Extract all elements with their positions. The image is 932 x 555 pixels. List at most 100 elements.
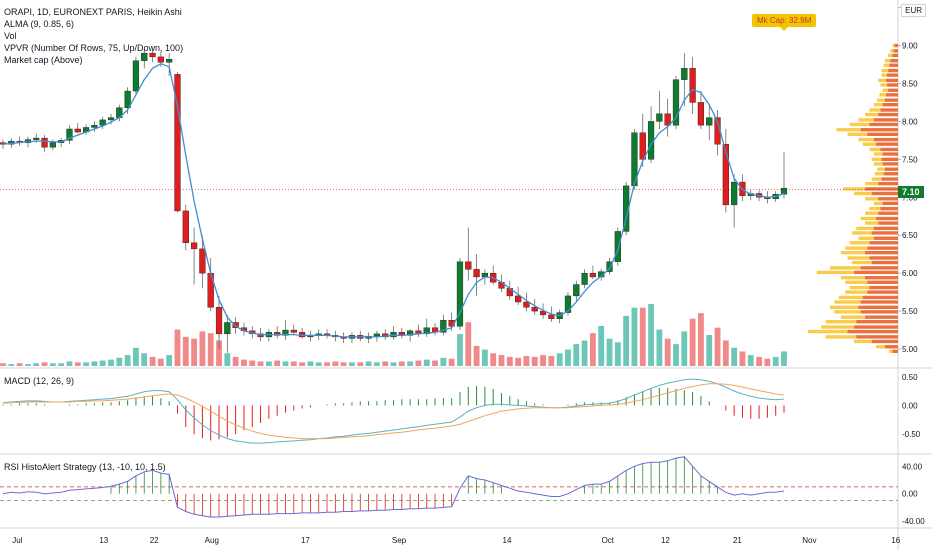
volume-bar [257, 361, 264, 366]
volume-bar [565, 349, 571, 366]
candle-body [539, 310, 547, 316]
volume-bar [581, 340, 588, 366]
vpvr-bar-up [869, 147, 881, 152]
volume-bar [141, 353, 148, 366]
candle-body [199, 248, 206, 274]
candle-body [132, 60, 140, 92]
candle-body [274, 332, 281, 336]
candle-body [606, 261, 613, 272]
legend-vol[interactable]: Vol [4, 31, 17, 41]
y-tick-label: 8.00 [902, 117, 918, 126]
vpvr-bar-down [878, 221, 898, 225]
vpvr-bar-down [887, 83, 898, 87]
vpvr-bar-up [816, 270, 855, 275]
x-tick-label: 14 [503, 536, 512, 545]
candle-body [440, 319, 447, 333]
volume-bar [706, 335, 713, 366]
candle-body [531, 307, 538, 312]
vpvr-bar-down [871, 339, 898, 344]
rsi-pane-label[interactable]: RSI HistoAlert Strategy (13, -10, 10, 1.… [4, 462, 166, 472]
volume-bar [149, 356, 156, 366]
candle-body [41, 137, 48, 148]
vpvr-bar-up [854, 191, 872, 196]
candle-body [190, 242, 198, 250]
candle-body [174, 74, 181, 212]
volume-bar [16, 363, 23, 366]
vpvr-bar-down [885, 93, 898, 97]
macd-line [2, 378, 785, 444]
vpvr-bar-up [860, 216, 877, 221]
candle-body [731, 181, 738, 206]
signal-line [2, 383, 785, 440]
vpvr-bar-down [893, 49, 898, 53]
legend-alma[interactable]: ALMA (9, 0.85, 6) [4, 19, 75, 29]
volume-bar [224, 353, 231, 366]
vpvr-bar-up [829, 266, 861, 270]
volume-bar [108, 359, 114, 366]
volume-bar [265, 361, 272, 366]
vpvr-bar-up [851, 231, 872, 235]
vpvr-bar-up [843, 187, 866, 191]
vpvr-bar-up [858, 118, 874, 122]
vpvr-bar-down [873, 236, 898, 240]
legend-market-cap[interactable]: Market cap (Above) [4, 55, 83, 65]
last-price-tag: 7.10 [898, 186, 924, 198]
vpvr-bar-down [867, 280, 898, 284]
vpvr-bar-up [851, 260, 872, 265]
candle-body [697, 102, 705, 126]
volume-bar [116, 357, 123, 366]
macd-tick-label: 0.50 [902, 373, 918, 382]
volume-bar [58, 363, 65, 366]
vpvr-bar-down [884, 345, 898, 349]
vpvr-bar-down [869, 122, 898, 127]
volume-bar [515, 357, 522, 366]
volume-bar [290, 361, 297, 366]
volume-bar [448, 358, 455, 366]
y-tick-label: 8.50 [902, 79, 918, 88]
vpvr-bar-down [867, 246, 898, 250]
currency-badge[interactable]: EUR [901, 4, 926, 17]
volume-bar [490, 353, 497, 366]
volume-bar [540, 355, 546, 366]
vpvr-bar-down [881, 177, 898, 181]
vpvr-bar-down [882, 201, 898, 206]
vpvr-bar-down [869, 285, 898, 290]
vpvr-bar-down [854, 325, 898, 329]
volume-bar [99, 360, 106, 366]
legend-vpvr[interactable]: VPVR (Number Of Rows, 75, Up/Down, 100) [4, 43, 184, 53]
volume-bar [398, 361, 405, 366]
candle-body [672, 79, 680, 126]
rsi-tick-label: 40.00 [902, 462, 923, 471]
vpvr-bar-down [865, 187, 898, 191]
vpvr-bar-up [856, 226, 874, 231]
volume-bar [0, 363, 6, 366]
volume-bar [473, 345, 480, 366]
x-tick-label: 22 [150, 536, 159, 545]
volume-bar [373, 362, 380, 366]
vpvr-bar-down [873, 226, 898, 231]
vpvr-bar-up [876, 345, 885, 349]
vpvr-bar-up [854, 339, 872, 344]
volume-bar [648, 304, 654, 366]
vpvr-bar-down [873, 137, 898, 142]
volume-bar [614, 342, 621, 366]
vpvr-bar-down [882, 103, 898, 107]
vpvr-bar-up [881, 68, 889, 73]
candle-body [49, 142, 56, 148]
macd-pane-label[interactable]: MACD (12, 26, 9) [4, 376, 75, 386]
volume-bar [756, 356, 762, 366]
candle-body [99, 119, 106, 126]
vpvr-bar-down [883, 172, 898, 176]
vpvr-bar-up [879, 93, 886, 97]
volume-bar [465, 322, 472, 366]
volume-bar [365, 361, 372, 366]
volume-bar [781, 351, 787, 366]
vpvr-bar-up [845, 280, 868, 284]
volume-bar [631, 307, 638, 366]
x-tick-label: Oct [602, 536, 615, 545]
x-tick-label: 12 [661, 536, 670, 545]
vpvr-bar-down [871, 231, 898, 235]
candle-body [282, 329, 289, 336]
x-tick-label: 13 [99, 536, 108, 545]
candle-body [639, 132, 646, 160]
